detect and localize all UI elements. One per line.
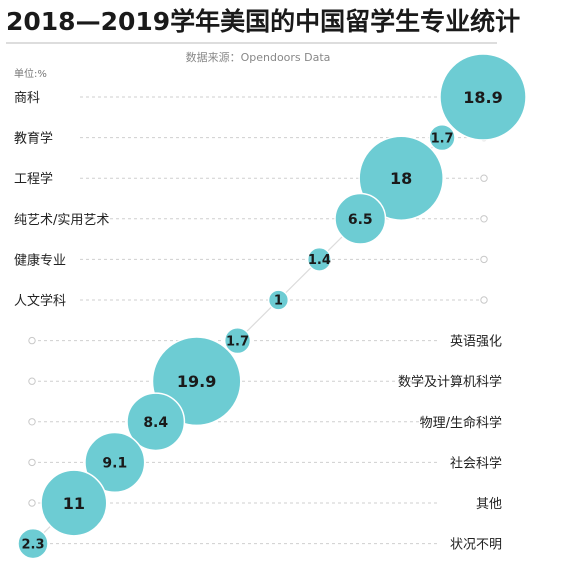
category-label: 其他 — [476, 497, 502, 512]
category-label: 物理/生命科学 — [420, 415, 502, 431]
category-label: 状况不明 — [450, 538, 502, 553]
category-label: 英语强化 — [450, 335, 502, 350]
chart-title: 2018—2019学年美国的中国留学生专业统计 — [6, 7, 520, 36]
bubble — [40, 469, 108, 537]
grid-end-marker — [28, 418, 36, 426]
category-label: 教育学 — [14, 131, 53, 147]
value-label: 2.3 — [21, 537, 44, 552]
bubble — [439, 53, 527, 141]
category-label: 数学及计算机科学 — [398, 374, 502, 390]
chart-rows: 商科教育学工程学纯艺术/实用艺术健康专业人文学科英语强化数学及计算机科学物理/生… — [14, 53, 527, 560]
grid-end-marker — [480, 255, 488, 264]
category-label: 社会科学 — [450, 455, 502, 471]
category-label: 工程学 — [14, 171, 53, 187]
bubble — [267, 289, 290, 311]
grid-end-marker — [28, 377, 36, 385]
bubble — [428, 123, 456, 152]
bubble — [334, 192, 387, 245]
value-label: 9.1 — [102, 455, 127, 471]
grid-end-marker — [480, 296, 488, 304]
bubble — [358, 135, 444, 221]
category-label: 纯艺术/实用艺术 — [14, 213, 109, 228]
grid-end-marker — [28, 458, 36, 467]
source-note: 数据来源：Opendoors Data — [186, 50, 331, 64]
bubble — [84, 431, 146, 494]
bubble — [126, 392, 186, 452]
grid-end-marker — [480, 174, 488, 182]
grid-end-marker — [28, 336, 36, 345]
value-label: 1 — [274, 294, 283, 309]
category-label: 人文学科 — [14, 293, 66, 309]
value-label: 19.9 — [177, 372, 216, 391]
value-label: 1.4 — [308, 253, 331, 268]
value-label: 18.9 — [463, 88, 502, 107]
value-label: 8.4 — [143, 415, 168, 431]
bubble — [306, 246, 332, 272]
value-label: 6.5 — [348, 212, 373, 228]
value-label: 11 — [63, 494, 85, 513]
value-label: 18 — [390, 169, 412, 188]
value-label: 1.7 — [431, 131, 454, 146]
unit-label: 单位:% — [14, 67, 47, 80]
grid-end-marker — [28, 499, 36, 507]
grid-end-marker — [480, 215, 488, 223]
bubble — [17, 527, 49, 560]
category-label: 健康专业 — [14, 252, 66, 268]
bubble — [223, 326, 252, 355]
category-label: 商科 — [14, 91, 40, 106]
value-label: 1.7 — [226, 334, 249, 349]
